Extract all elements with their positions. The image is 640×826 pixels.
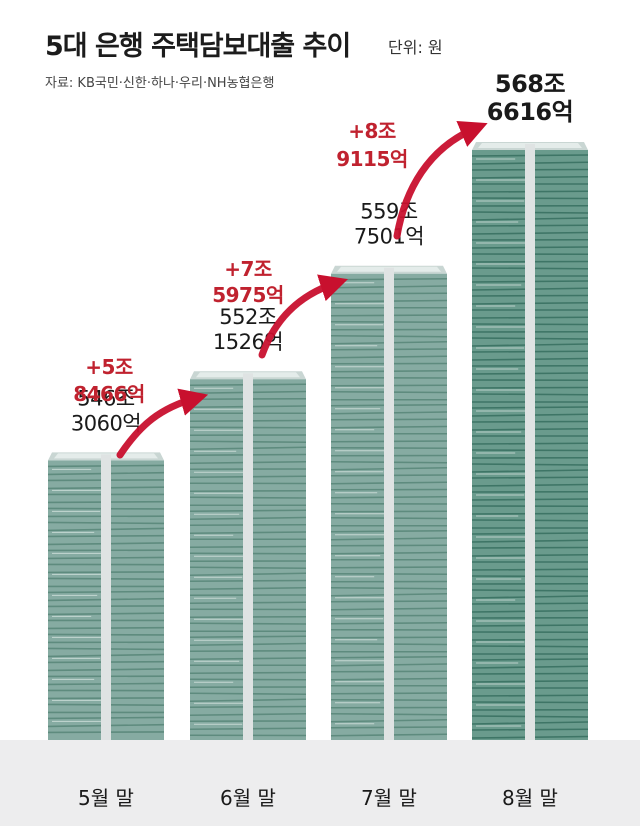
bar-center-band <box>384 267 394 740</box>
category-label-3: 7월 말 <box>361 786 417 810</box>
unit-label: 단위: 원 <box>388 38 443 57</box>
change-label-1: 8466억 <box>73 382 145 406</box>
value-label-2: 552조 <box>219 305 277 329</box>
bar-3 <box>330 265 448 740</box>
value-label-1: 546조 <box>77 386 135 410</box>
bar-2 <box>189 371 307 740</box>
category-label-2: 6월 말 <box>220 786 276 810</box>
chart-title: 5대 은행 주택담보대출 추이 <box>45 31 351 62</box>
value-label-4: 568조 <box>495 70 566 98</box>
source-label: 자료: KB국민·신한·하나·우리·NH농협은행 <box>45 76 275 91</box>
bar-1 <box>47 452 165 740</box>
bar-center-band <box>101 454 111 740</box>
category-label-4: 8월 말 <box>502 786 558 810</box>
bar-4 <box>471 142 589 740</box>
value-label-1: 3060억 <box>71 411 141 435</box>
baseline-band <box>0 740 640 826</box>
change-label-3: +8조 <box>348 119 396 143</box>
bar-center-band <box>525 144 535 740</box>
increase-arrow-2 <box>258 274 348 359</box>
change-label-2: +7조 <box>224 257 272 281</box>
value-label-3: 7501억 <box>354 225 424 249</box>
increase-arrow-3 <box>393 121 488 240</box>
change-label-2: 5975억 <box>212 283 284 307</box>
increase-arrow-1 <box>116 388 209 459</box>
change-label-3: 9115억 <box>336 147 408 171</box>
bar-center-band <box>243 373 253 740</box>
category-label-1: 5월 말 <box>78 786 134 810</box>
change-label-1: +5조 <box>85 355 133 379</box>
value-label-4: 6616억 <box>487 98 573 126</box>
